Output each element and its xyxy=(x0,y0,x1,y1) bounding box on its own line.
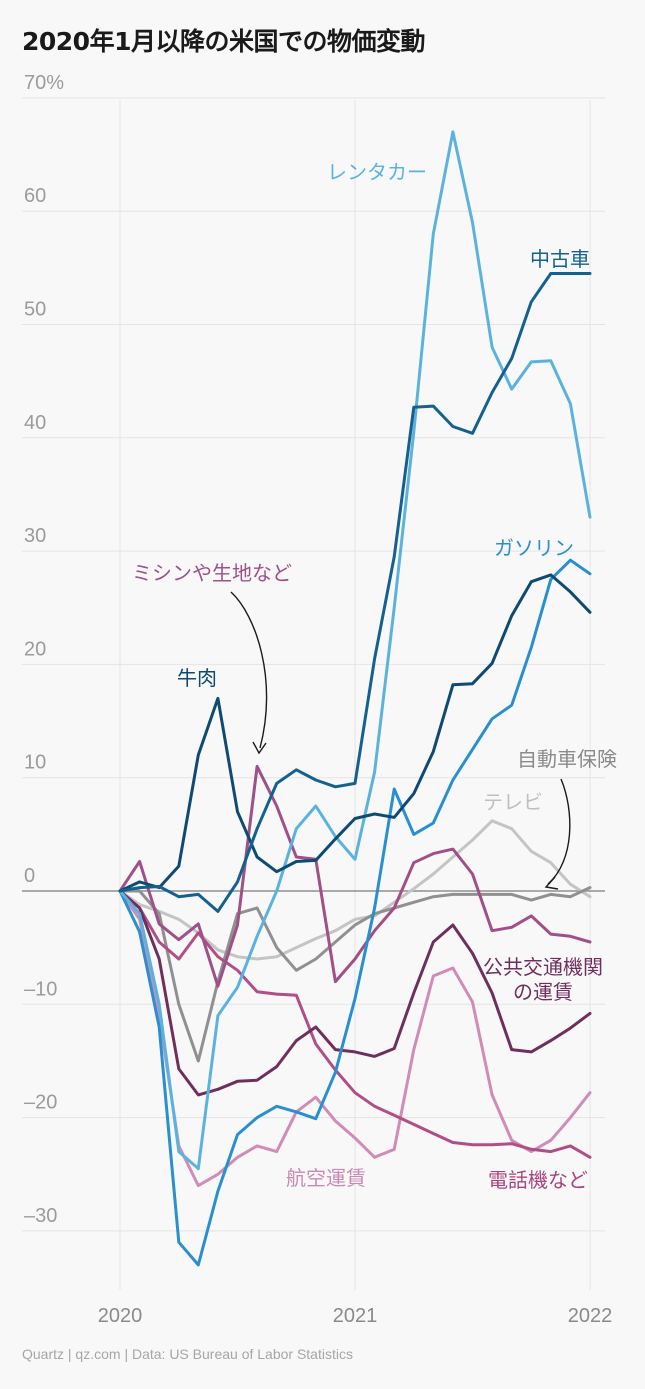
series-label: 電話機など xyxy=(488,1168,588,1192)
x-tick-label: 2021 xyxy=(333,1305,378,1327)
y-tick-label: 60 xyxy=(24,185,46,207)
y-tick-label: 0 xyxy=(24,865,35,887)
x-tick-label: 2022 xyxy=(568,1305,613,1327)
series-line xyxy=(118,886,592,1063)
series-line xyxy=(118,764,592,988)
series-line xyxy=(118,272,592,913)
series-label: 航空運賃 xyxy=(286,1166,366,1190)
series-label: ガソリン xyxy=(494,536,574,560)
series-label: 中古車 xyxy=(530,247,590,271)
series-label: 公共交通機関の運賃 xyxy=(483,955,603,1004)
y-tick-label: 10 xyxy=(24,752,46,774)
series-line xyxy=(118,573,592,893)
series-line xyxy=(118,558,592,1267)
series-line xyxy=(118,889,592,1097)
y-tick-label: 70% xyxy=(24,72,64,94)
y-tick-label: –30 xyxy=(24,1205,57,1227)
y-tick-label: 50 xyxy=(24,299,46,321)
series-label: テレビ xyxy=(483,790,543,814)
series-lines xyxy=(118,130,592,1267)
y-tick-label: 20 xyxy=(24,638,46,660)
gridlines xyxy=(22,97,605,1290)
y-tick-label: 40 xyxy=(24,412,46,434)
arrow-head-insurance xyxy=(544,876,559,890)
source-footer: Quartz | qz.com | Data: US Bureau of Lab… xyxy=(22,1346,353,1362)
series-line xyxy=(118,889,592,1159)
y-tick-label: –20 xyxy=(24,1092,57,1114)
chart-title: 2020年1月以降の米国での物価変動 xyxy=(22,27,425,56)
x-tick-label: 2020 xyxy=(98,1305,143,1327)
y-tick-label: –10 xyxy=(24,978,57,1000)
arrow-sewing xyxy=(230,591,268,749)
series-label: 牛肉 xyxy=(177,666,217,690)
series-label: ミシンや生地など xyxy=(132,561,292,585)
series-line xyxy=(118,889,592,1188)
y-axis-ticks: 70% 60 50 40 30 20 10 0 –10 –20 –30 xyxy=(24,72,64,1227)
series-label: 自動車保険 xyxy=(517,747,617,771)
y-tick-label: 30 xyxy=(24,525,46,547)
x-axis-ticks: 2020 2021 2022 xyxy=(98,1305,613,1327)
series-line xyxy=(118,130,592,1171)
arrow-head-sewing xyxy=(252,741,267,755)
arrow-insurance xyxy=(547,778,571,885)
annotation-arrows xyxy=(230,591,571,890)
series-label: レンタカー xyxy=(327,160,427,184)
